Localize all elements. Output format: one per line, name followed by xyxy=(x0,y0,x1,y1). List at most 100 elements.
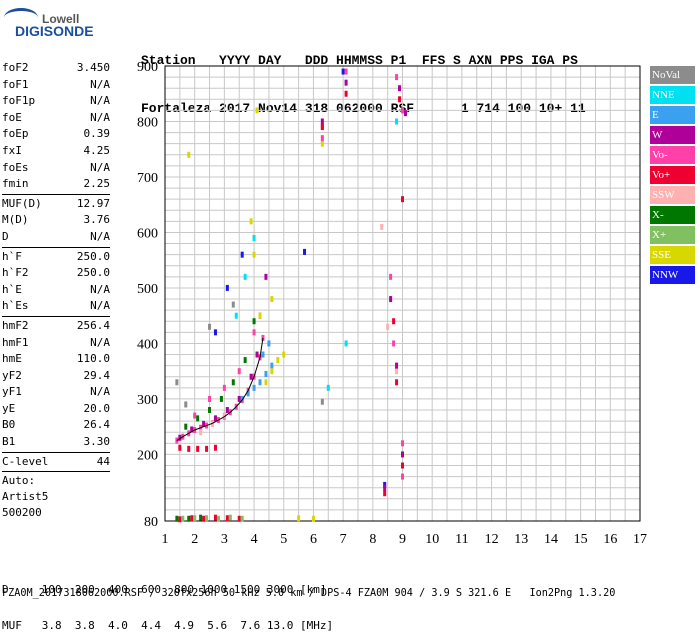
echo-point-trace xyxy=(401,440,404,447)
param-row-hes: h`Es N/A xyxy=(2,298,110,315)
param-name: B1 xyxy=(2,435,16,449)
echo-point-x xyxy=(243,357,247,364)
x-tick-label: 16 xyxy=(603,532,617,547)
echo-point-sse xyxy=(255,107,259,114)
echo-point-sse xyxy=(320,140,324,147)
echo-point-trace xyxy=(398,96,402,103)
echo-point-x xyxy=(193,515,197,522)
distance-row: D 100 200 400 600 800 1000 1500 3000 [km… xyxy=(2,583,327,596)
echo-point-w xyxy=(178,434,182,441)
echo-point-trace xyxy=(398,85,402,92)
param-row-fof1: foF1 N/A xyxy=(2,77,110,94)
x-tick-label: 12 xyxy=(485,532,499,547)
echo-point-trace xyxy=(401,451,404,458)
echo-point-e xyxy=(246,390,250,397)
echo-point-vo xyxy=(237,515,241,522)
x-tick-label: 9 xyxy=(399,532,406,547)
echo-point-ssw xyxy=(211,420,214,427)
logo-line-lowell: Lowell xyxy=(42,12,80,26)
param-name: h`F xyxy=(2,249,22,263)
echo-point-trace xyxy=(389,273,393,280)
echo-point-sse xyxy=(258,312,262,319)
echo-point-nnw xyxy=(240,251,244,258)
echo-point-nnw xyxy=(225,284,229,291)
x-tick-label: 13 xyxy=(514,532,528,547)
param-name: fmin xyxy=(2,177,29,191)
y-tick-label: 400 xyxy=(137,337,158,352)
param-value: 3.30 xyxy=(83,435,111,449)
param-separator xyxy=(2,451,110,453)
echo-point-noval xyxy=(231,301,235,308)
echo-point-noval xyxy=(175,379,179,386)
echo-point-nne xyxy=(395,118,399,125)
echo-point-nne xyxy=(252,235,256,242)
x-tick-label: 8 xyxy=(369,532,376,547)
echo-point-x xyxy=(175,515,179,522)
param-row-he: h`E N/A xyxy=(2,282,110,299)
param-name: hmF2 xyxy=(2,318,29,332)
echo-point-x xyxy=(205,515,209,522)
y-tick-label: 800 xyxy=(137,115,158,130)
header-labels-row: Station YYYY DAY DDD HHMMSS P1 FFS S AXN… xyxy=(141,53,578,68)
x-tick-label: 3 xyxy=(221,532,228,547)
param-name: yF1 xyxy=(2,385,22,399)
echo-point-w xyxy=(264,273,268,280)
param-name: foF2 xyxy=(2,61,29,74)
param-value: 4.25 xyxy=(83,143,111,157)
x-tick-label: 10 xyxy=(425,532,439,547)
param-value: 256.4 xyxy=(76,318,110,332)
echo-point-trace xyxy=(395,379,399,386)
param-name: h`F2 xyxy=(2,266,29,280)
param-name: foE xyxy=(2,110,22,124)
echo-point-nnw xyxy=(213,329,217,336)
param-row-fmin: fmin 2.25 xyxy=(2,176,110,193)
echo-point-trace xyxy=(344,90,348,97)
legend-item-noval: NoVal xyxy=(650,66,695,84)
y-tick-label: 80 xyxy=(144,515,158,530)
echo-point-noval xyxy=(208,323,212,330)
echo-point-w xyxy=(225,407,229,414)
param-separator xyxy=(2,246,110,248)
param-row-b0: B0 26.4 xyxy=(2,417,110,434)
echo-point-e xyxy=(264,370,268,377)
echo-point-x xyxy=(187,515,191,522)
x-tick-label: 17 xyxy=(633,532,647,547)
echo-point-w xyxy=(237,395,241,402)
echo-point-x xyxy=(208,407,212,414)
legend-item-ssw: SSW xyxy=(650,186,695,204)
echo-point-vo xyxy=(213,514,217,521)
echo-point-sse xyxy=(187,151,191,158)
echo-point-x xyxy=(196,415,200,422)
echo-point-trace xyxy=(401,462,404,469)
echo-point-noval xyxy=(320,398,324,405)
echo-point-sse xyxy=(297,515,301,522)
param-row-hme: hmE 110.0 xyxy=(2,351,110,368)
echo-point-e xyxy=(261,351,265,358)
echo-point-x xyxy=(199,514,203,521)
param-value: 2.25 xyxy=(83,177,111,191)
param-value: 12.97 xyxy=(76,196,110,210)
echo-point-w xyxy=(255,351,259,358)
param-value: 0.39 xyxy=(83,127,111,141)
param-name: MUF(D) xyxy=(2,196,42,210)
echo-point-vo xyxy=(225,515,229,522)
echo-point-e xyxy=(252,384,256,391)
muf-row: MUF 3.8 3.8 4.0 4.4 4.9 5.6 7.6 13.0 [MH… xyxy=(2,619,334,632)
param-value: N/A xyxy=(90,160,110,174)
echo-point-trace xyxy=(392,318,396,325)
chart-grid xyxy=(164,65,641,521)
echo-point-vo xyxy=(222,384,226,391)
x-tick-label: 6 xyxy=(310,532,317,547)
param-row-mufd: MUF(D) 12.97 xyxy=(2,196,110,213)
auto-label: Auto: xyxy=(2,474,36,488)
echo-point-trace xyxy=(401,473,404,480)
echo-point-trace xyxy=(344,79,348,86)
param-row-hmf2: hmF2 256.4 xyxy=(2,318,110,335)
file-info-line: FZA0M_2017318062000.RSF / 320fx256h 50 k… xyxy=(2,588,616,599)
echo-point-trace xyxy=(320,124,324,131)
param-value: N/A xyxy=(90,299,110,313)
echo-point-x xyxy=(240,515,244,522)
auto-scaling-info: Auto: Artist5 500200 xyxy=(2,473,110,521)
param-name: B0 xyxy=(2,418,16,432)
param-row-md: M(D) 3.76 xyxy=(2,212,110,229)
